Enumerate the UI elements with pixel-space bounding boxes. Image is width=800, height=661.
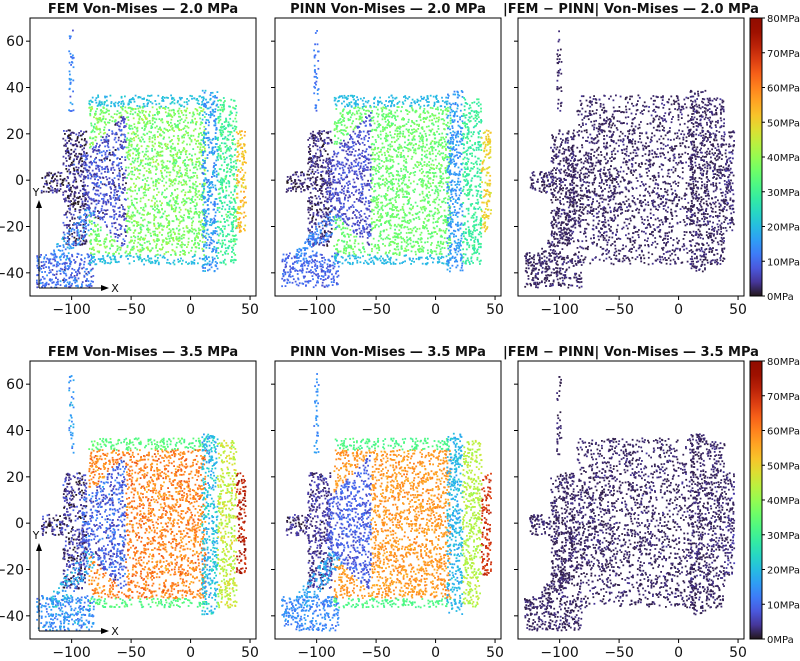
y-tick-label: 20 (6, 470, 24, 486)
y-tick-label: −20 (0, 220, 24, 236)
x-tick-label: −100 (540, 645, 578, 661)
colorbar-tick-label: 60MPa (767, 427, 800, 438)
y-tick-label: 60 (6, 34, 24, 50)
stress-points (36, 375, 247, 632)
panel-fem-3-5: FEM Von-Mises — 3.5 MPa −100 −50 0 50 60 40 20 0… (0, 345, 259, 661)
panel-title: |FEM − PINN| Von-Mises — 2.0 MPa (503, 2, 759, 17)
panel-diff-3-5: |FEM − PINN| Von-Mises — 3.5 MPa −100 −50 0… (503, 345, 800, 661)
x-tick-label: −100 (52, 645, 90, 661)
x-tick-label: −50 (116, 302, 146, 318)
y-tick-label: 40 (6, 81, 24, 97)
axes-frame (29, 17, 257, 297)
colorbar-tick-label: 50MPa (767, 461, 800, 472)
y-tick-label: −20 (0, 563, 24, 579)
colorbar-tick-label: 10MPa (767, 600, 800, 611)
panel-title: PINN Von-Mises — 2.0 MPa (290, 2, 486, 17)
panel-title: |FEM − PINN| Von-Mises — 3.5 MPa (503, 345, 759, 360)
panel-fem-2: FEM Von-Mises — 2.0 MPa −100 −50 0 50 60 40 20 0… (0, 2, 259, 318)
x-tick-label: −100 (52, 302, 90, 318)
colorbar-tick-label: 80MPa (767, 357, 800, 368)
colorbar-tick-label: 40MPa (767, 496, 800, 507)
y-tick-label: 0 (15, 516, 24, 532)
axes-frame (274, 360, 502, 640)
x-tick-label: −100 (297, 302, 335, 318)
colorbar-tick-label: 0MPa (767, 635, 794, 646)
x-tick-label: −50 (604, 302, 634, 318)
y-tick-label: 20 (6, 127, 24, 143)
x-tick-label: 50 (486, 645, 504, 661)
axis-indicator-x-label: X (111, 282, 119, 295)
x-tick-label: 50 (241, 302, 259, 318)
x-tick-label: −50 (604, 645, 634, 661)
x-tick-label: 0 (674, 302, 683, 318)
y-tick-label: −40 (0, 609, 24, 625)
x-tick-label: 0 (431, 645, 440, 661)
colorbar-gradient (749, 17, 763, 297)
colorbar-tick-label: 10MPa (767, 257, 800, 268)
panel-pinn-2: PINN Von-Mises — 2.0 MPa −100 −50 0 50 (271, 2, 504, 318)
colorbar-tick-label: 30MPa (767, 531, 800, 542)
axis-indicator: YX (32, 186, 120, 295)
stress-points (281, 373, 493, 632)
colorbar-tick-label: 70MPa (767, 49, 800, 60)
stress-points (36, 29, 247, 289)
colorbar-gradient (749, 360, 763, 640)
x-tick-label: −50 (361, 302, 391, 318)
x-tick-label: −100 (297, 645, 335, 661)
stress-points (524, 30, 736, 289)
y-tick-label: −40 (0, 266, 24, 282)
stress-points (281, 30, 492, 289)
panel-title: PINN Von-Mises — 3.5 MPa (290, 345, 486, 360)
axis-indicator-x-label: X (111, 625, 119, 638)
panel-title: FEM Von-Mises — 2.0 MPa (48, 2, 238, 17)
axes-frame (517, 360, 745, 640)
x-tick-label: 0 (186, 302, 195, 318)
colorbar-tick-label: 20MPa (767, 223, 800, 234)
y-tick-label: 60 (6, 377, 24, 393)
axis-indicator-y-label: Y (32, 186, 40, 199)
axis-indicator: YX (32, 529, 120, 638)
y-tick-label: 40 (6, 424, 24, 440)
colorbar-tick-label: 40MPa (767, 153, 800, 164)
x-tick-label: 50 (241, 645, 259, 661)
axes-frame (274, 17, 502, 297)
panel-title: FEM Von-Mises — 3.5 MPa (48, 345, 238, 360)
y-tick-label: 0 (15, 173, 24, 189)
colorbar-tick-label: 60MPa (767, 84, 800, 95)
x-tick-label: 0 (186, 645, 195, 661)
panel-pinn-3-5: PINN Von-Mises — 3.5 MPa −100 −50 0 50 (271, 345, 504, 661)
x-tick-label: 0 (674, 645, 683, 661)
axis-indicator-y-label: Y (32, 529, 40, 542)
axes-frame (517, 17, 745, 297)
panel-diff-2: |FEM − PINN| Von-Mises — 2.0 MPa −100 −50 0… (503, 2, 800, 318)
x-tick-label: −100 (540, 302, 578, 318)
colorbar-tick-label: 50MPa (767, 118, 800, 129)
x-tick-label: 50 (729, 645, 747, 661)
x-tick-label: −50 (361, 645, 391, 661)
x-tick-label: 50 (729, 302, 747, 318)
colorbar: 80MPa 70MPa 60MPa 50MPa 40MPa 30MPa 20MPa 10MPa… (749, 357, 800, 646)
colorbar: 80MPa 70MPa 60MPa 50MPa 40MPa 30MPa 20MPa 10MPa… (749, 14, 800, 303)
x-tick-label: 0 (431, 302, 440, 318)
stress-points (524, 376, 736, 632)
colorbar-tick-label: 20MPa (767, 566, 800, 577)
colorbar-tick-label: 30MPa (767, 188, 800, 199)
colorbar-tick-label: 80MPa (767, 14, 800, 25)
colorbar-tick-label: 0MPa (767, 292, 794, 303)
x-tick-label: −50 (116, 645, 146, 661)
colorbar-tick-label: 70MPa (767, 392, 800, 403)
axes-frame (29, 360, 257, 640)
x-tick-label: 50 (486, 302, 504, 318)
